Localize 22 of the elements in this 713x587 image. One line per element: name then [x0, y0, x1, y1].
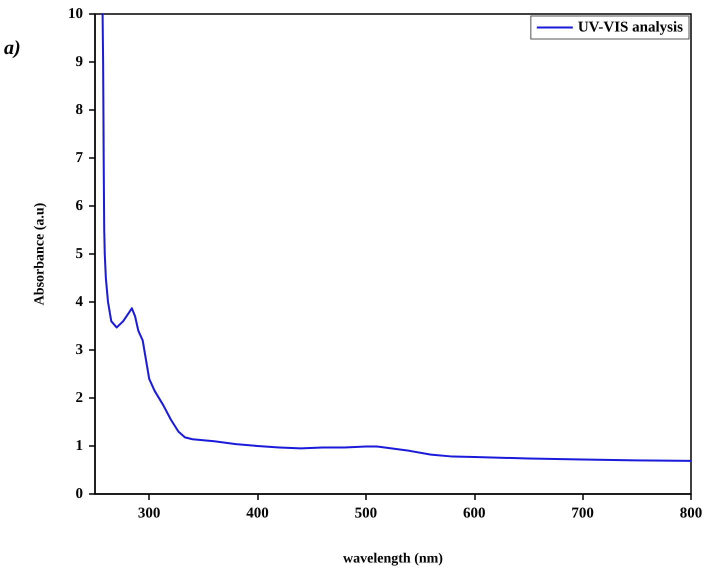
legend-label: UV-VIS analysis [578, 20, 684, 36]
y-tick-label: 5 [76, 246, 83, 262]
x-tick-label: 600 [463, 506, 486, 522]
y-tick-label: 9 [76, 54, 83, 70]
y-axis-title: Absorbance (a.u) [32, 202, 48, 306]
y-tick-label: 2 [76, 390, 83, 406]
y-tick-label: 1 [76, 438, 83, 454]
y-tick-label: 0 [76, 486, 83, 502]
x-tick-label: 700 [571, 506, 594, 522]
y-tick-label: 6 [76, 198, 84, 214]
line-series [102, 13, 692, 462]
x-tick-label: 300 [138, 506, 160, 522]
y-tick-label: 7 [76, 150, 84, 166]
x-axis-title: wavelength (nm) [343, 552, 444, 566]
y-tick-label: 10 [68, 6, 83, 22]
y-tick-label: 3 [76, 342, 83, 358]
x-tick-label: 800 [680, 506, 702, 522]
y-tick-label: 4 [76, 294, 84, 310]
x-tick-label: 500 [354, 506, 378, 522]
y-tick-label: 8 [76, 102, 83, 118]
text: a) [4, 37, 21, 59]
x-tick-label: 400 [246, 506, 269, 522]
